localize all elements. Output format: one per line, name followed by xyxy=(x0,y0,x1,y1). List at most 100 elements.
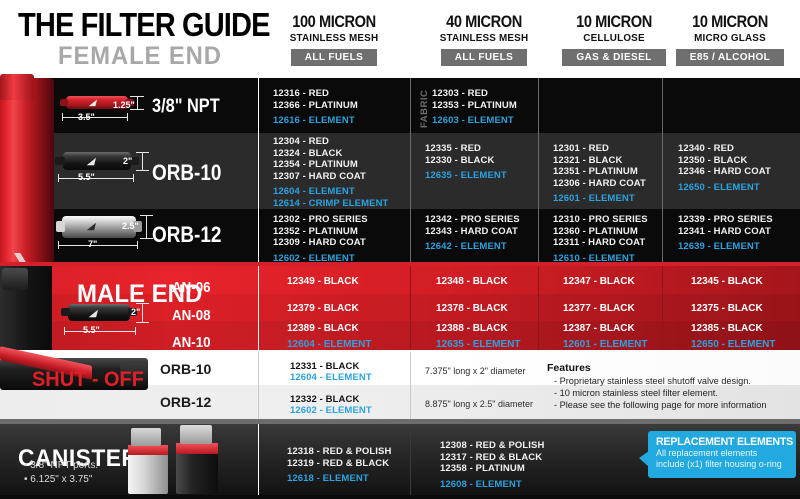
row-band-shutoff-orb12 xyxy=(0,385,800,419)
row-label-shutoff-orb10: ORB-10 xyxy=(160,361,212,377)
part-number: 12351 - PLATINUM xyxy=(553,166,638,178)
part-number: 12335 - RED xyxy=(425,143,482,154)
dimension-label-npt-length: 3.5" xyxy=(78,112,95,122)
element-cell-male-100micron: 12604 - ELEMENT xyxy=(287,339,372,350)
parts-cell-canister-10micron-cellulose: 12308 - RED & POLISH 12317 - RED & BLACK 1… xyxy=(440,440,544,490)
dimension-tick xyxy=(136,170,149,171)
part-number: 12346 - HARD COAT xyxy=(678,166,771,178)
element-part-number: 12618 - ELEMENT xyxy=(287,473,369,485)
dimension-label-orb10-length: 5.5" xyxy=(78,172,95,182)
parts-cell-npt-40micron: 12303 - RED 12353 - PLATINUM 12603 - ELEME… xyxy=(432,88,517,127)
element-part-number: 12604 - ELEMENT xyxy=(273,186,355,198)
product-image-npt-filter xyxy=(66,96,128,109)
page-header: THE FILTER GUIDE FEMALE END 100 MICRON S… xyxy=(0,0,800,78)
column-media-label: CELLULOSE xyxy=(583,32,645,44)
column-media-label: STAINLESS MESH xyxy=(289,32,379,44)
canister-bullet: • 3/8" NPT ports. xyxy=(24,460,99,471)
parts-cell-orb12-10micron-cellulose: 12310 - PRO SERIES 12360 - PLATINUM 12311 … xyxy=(553,214,648,264)
element-cell-shutoff-orb12: 12602 - ELEMENT xyxy=(290,405,372,416)
dimension-label-male-diameter: 2" xyxy=(131,307,141,317)
column-divider xyxy=(410,78,411,262)
part-number: 12317 - RED & BLACK xyxy=(440,451,543,463)
dimension-label-orb12-length: 7" xyxy=(88,239,98,249)
row-label-npt: 3/8" NPT xyxy=(152,96,220,117)
dimension-line-male-diameter xyxy=(142,303,143,323)
parts-cell-shutoff-orb10: 12331 - BLACK xyxy=(290,361,360,372)
product-endcap-left xyxy=(61,308,70,316)
dimension-line-npt-length xyxy=(62,117,128,118)
parts-cell-orb12-10micron-microglass: 12339 - PRO SERIES 12341 - HARD COAT 12639… xyxy=(678,214,773,253)
column-header-100-micron: 100 MICRON STAINLESS MESH ALL FUELS xyxy=(258,12,410,66)
part-number: 12321 - BLACK xyxy=(553,154,623,166)
product-image-orb12-filter xyxy=(62,216,136,238)
row-band-npt xyxy=(0,78,800,133)
part-number: 12354 - PLATINUM xyxy=(273,159,358,171)
product-endcap-left xyxy=(55,157,65,165)
product-image-canister-black-bracket xyxy=(180,425,212,444)
element-part-number: 12603 - ELEMENT xyxy=(432,115,514,127)
column-divider xyxy=(538,78,539,262)
product-image-canister-polish-bracket xyxy=(131,428,161,446)
parts-cell-an08-40micron: 12378 - BLACK xyxy=(436,303,508,314)
element-part-number: 12642 - ELEMENT xyxy=(425,241,507,253)
column-fuel-badge: ALL FUELS xyxy=(290,49,378,66)
column-divider xyxy=(538,266,539,350)
part-number: 12342 - PRO SERIES xyxy=(425,214,520,225)
part-number: 12303 - RED xyxy=(432,88,489,99)
part-number: 12358 - PLATINUM xyxy=(440,463,525,475)
product-endcap-right xyxy=(129,157,139,165)
parts-cell-canister-100micron: 12318 - RED & POLISH 12319 - RED & BLACK 1… xyxy=(287,446,391,485)
dimension-tick xyxy=(130,96,144,97)
parts-cell-an10-40micron: 12388 - BLACK xyxy=(436,323,508,334)
section-subtitle-female-end: FEMALE END xyxy=(58,42,222,70)
footer-bar xyxy=(0,495,800,499)
dimension-tick xyxy=(136,303,149,304)
parts-cell-an10-100micron: 12389 - BLACK xyxy=(287,323,359,334)
dimension-line-orb10-diameter xyxy=(142,152,143,171)
parts-cell-npt-100micron: 12316 - RED 12366 - PLATINUM 12616 - ELEME… xyxy=(273,88,358,127)
product-image-canister-polish-collar xyxy=(128,445,168,455)
dimension-tick xyxy=(136,322,149,323)
row-band-an10 xyxy=(0,321,800,350)
element-cell-male-10micron-cellulose: 12601 - ELEMENT xyxy=(563,339,648,350)
column-micron-label: 10 MICRON xyxy=(692,12,768,31)
product-image-male-filter xyxy=(68,304,130,321)
product-image-canister-black xyxy=(176,448,218,494)
dimension-line-orb12-length xyxy=(58,245,138,246)
part-number: 12350 - BLACK xyxy=(678,154,748,166)
features-line: - 10 micron stainless steel filter eleme… xyxy=(554,388,718,398)
part-number: 12339 - PRO SERIES xyxy=(678,214,773,225)
features-line: - Proprietary stainless steel shutoff va… xyxy=(554,376,751,386)
parts-cell-orb10-40micron: 12335 - RED 12330 - BLACK 12635 - ELEMENT xyxy=(425,143,507,182)
part-number: 12310 - PRO SERIES xyxy=(553,214,648,225)
part-number: 12316 - RED xyxy=(273,88,330,99)
dimension-tick xyxy=(137,241,138,249)
element-part-number: 12635 - ELEMENT xyxy=(425,170,507,182)
column-divider xyxy=(410,266,411,350)
element-part-number: 12616 - ELEMENT xyxy=(273,115,355,127)
element-part-number: 12601 - ELEMENT xyxy=(553,193,635,205)
dimension-line-orb12-diameter xyxy=(146,215,147,239)
column-divider xyxy=(258,424,259,495)
element-part-number: 12639 - ELEMENT xyxy=(678,241,760,253)
product-image-orb10-filter xyxy=(63,152,131,170)
row-label-an10: AN-10 xyxy=(172,335,211,351)
parts-cell-an10-10micron-microglass: 12385 - BLACK xyxy=(691,323,763,334)
dimension-label-shutoff-orb12: 8.875" long x 2.5" diameter xyxy=(425,399,533,409)
features-line: - Please see the following page for more… xyxy=(554,400,767,410)
part-number: 12352 - PLATINUM xyxy=(273,225,358,237)
column-divider xyxy=(410,424,411,495)
column-fuel-badge: GAS & DIESEL xyxy=(562,49,666,66)
column-media-label: STAINLESS MESH xyxy=(439,32,529,44)
callout-line-2: include (x1) filter housing o-ring xyxy=(656,459,782,470)
parts-cell-orb10-100micron: 12304 - RED 12324 - BLACK 12354 - PLATINUM… xyxy=(273,136,388,210)
section-title-canister: CANISTER xyxy=(18,445,139,472)
column-fuel-badge: E85 / ALCOHOL xyxy=(675,49,785,66)
dimension-tick xyxy=(58,241,59,249)
dimension-line-orb10-length xyxy=(58,178,134,179)
part-number: 12330 - BLACK xyxy=(425,154,495,166)
parts-cell-an08-10micron-cellulose: 12377 - BLACK xyxy=(563,303,635,314)
section-divider-grey xyxy=(0,419,800,424)
element-part-number: 12608 - ELEMENT xyxy=(440,478,522,490)
parts-cell-an06-100micron: 12349 - BLACK xyxy=(287,276,359,287)
